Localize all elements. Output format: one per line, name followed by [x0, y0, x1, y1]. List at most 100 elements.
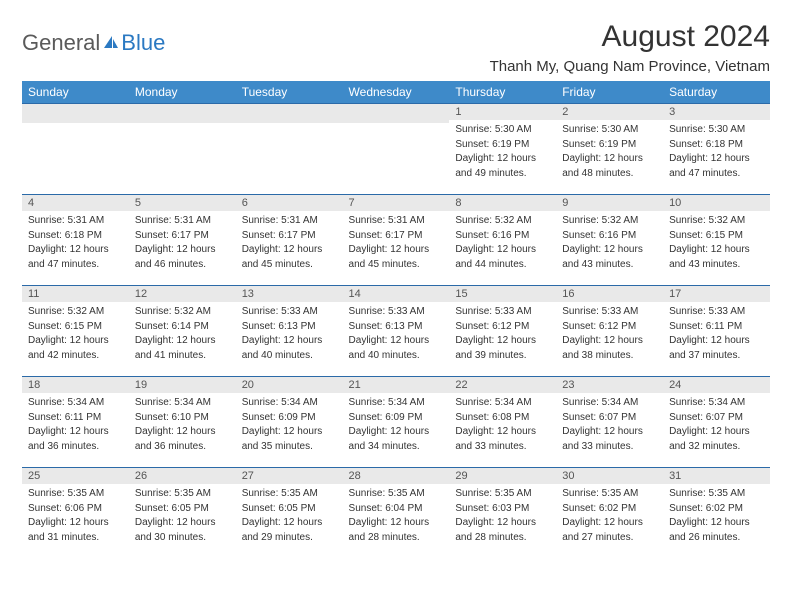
calendar-day-cell: 26Sunrise: 5:35 AMSunset: 6:05 PMDayligh…	[129, 468, 236, 559]
calendar-week-row: 4Sunrise: 5:31 AMSunset: 6:18 PMDaylight…	[22, 195, 770, 286]
day-number: 5	[129, 195, 236, 211]
calendar-day-cell: 24Sunrise: 5:34 AMSunset: 6:07 PMDayligh…	[663, 377, 770, 468]
day-number: 1	[449, 104, 556, 120]
calendar-day-cell	[22, 104, 129, 195]
day-details: Sunrise: 5:31 AMSunset: 6:17 PMDaylight:…	[343, 211, 450, 276]
day-details: Sunrise: 5:35 AMSunset: 6:05 PMDaylight:…	[129, 484, 236, 549]
day-number: 19	[129, 377, 236, 393]
day-number	[129, 104, 236, 123]
calendar-day-cell	[236, 104, 343, 195]
day-details: Sunrise: 5:34 AMSunset: 6:09 PMDaylight:…	[343, 393, 450, 458]
day-number	[236, 104, 343, 123]
calendar-week-row: 18Sunrise: 5:34 AMSunset: 6:11 PMDayligh…	[22, 377, 770, 468]
calendar-day-cell: 4Sunrise: 5:31 AMSunset: 6:18 PMDaylight…	[22, 195, 129, 286]
day-number	[22, 104, 129, 123]
weekday-header: Thursday	[449, 81, 556, 104]
day-details: Sunrise: 5:35 AMSunset: 6:03 PMDaylight:…	[449, 484, 556, 549]
day-number: 13	[236, 286, 343, 302]
day-details: Sunrise: 5:34 AMSunset: 6:07 PMDaylight:…	[663, 393, 770, 458]
calendar-day-cell: 31Sunrise: 5:35 AMSunset: 6:02 PMDayligh…	[663, 468, 770, 559]
day-number: 8	[449, 195, 556, 211]
day-details: Sunrise: 5:34 AMSunset: 6:11 PMDaylight:…	[22, 393, 129, 458]
day-number: 20	[236, 377, 343, 393]
calendar-day-cell: 5Sunrise: 5:31 AMSunset: 6:17 PMDaylight…	[129, 195, 236, 286]
day-details: Sunrise: 5:35 AMSunset: 6:06 PMDaylight:…	[22, 484, 129, 549]
day-number: 11	[22, 286, 129, 302]
day-details: Sunrise: 5:34 AMSunset: 6:08 PMDaylight:…	[449, 393, 556, 458]
calendar-day-cell: 27Sunrise: 5:35 AMSunset: 6:05 PMDayligh…	[236, 468, 343, 559]
day-number: 22	[449, 377, 556, 393]
day-details: Sunrise: 5:35 AMSunset: 6:02 PMDaylight:…	[556, 484, 663, 549]
day-details: Sunrise: 5:33 AMSunset: 6:13 PMDaylight:…	[343, 302, 450, 367]
day-details: Sunrise: 5:35 AMSunset: 6:04 PMDaylight:…	[343, 484, 450, 549]
calendar-day-cell: 28Sunrise: 5:35 AMSunset: 6:04 PMDayligh…	[343, 468, 450, 559]
weekday-header: Sunday	[22, 81, 129, 104]
day-number: 16	[556, 286, 663, 302]
day-number: 23	[556, 377, 663, 393]
day-number: 6	[236, 195, 343, 211]
day-details: Sunrise: 5:35 AMSunset: 6:02 PMDaylight:…	[663, 484, 770, 549]
logo-text-general: General	[22, 30, 100, 56]
weekday-header-row: SundayMondayTuesdayWednesdayThursdayFrid…	[22, 81, 770, 104]
calendar-day-cell	[343, 104, 450, 195]
calendar-day-cell: 13Sunrise: 5:33 AMSunset: 6:13 PMDayligh…	[236, 286, 343, 377]
calendar-day-cell: 17Sunrise: 5:33 AMSunset: 6:11 PMDayligh…	[663, 286, 770, 377]
calendar-day-cell: 12Sunrise: 5:32 AMSunset: 6:14 PMDayligh…	[129, 286, 236, 377]
day-number: 17	[663, 286, 770, 302]
calendar-day-cell: 2Sunrise: 5:30 AMSunset: 6:19 PMDaylight…	[556, 104, 663, 195]
day-details: Sunrise: 5:33 AMSunset: 6:11 PMDaylight:…	[663, 302, 770, 367]
calendar-day-cell	[129, 104, 236, 195]
calendar-day-cell: 18Sunrise: 5:34 AMSunset: 6:11 PMDayligh…	[22, 377, 129, 468]
day-details: Sunrise: 5:30 AMSunset: 6:19 PMDaylight:…	[556, 120, 663, 185]
day-number: 29	[449, 468, 556, 484]
day-number	[343, 104, 450, 123]
calendar-day-cell: 10Sunrise: 5:32 AMSunset: 6:15 PMDayligh…	[663, 195, 770, 286]
calendar-day-cell: 20Sunrise: 5:34 AMSunset: 6:09 PMDayligh…	[236, 377, 343, 468]
day-details: Sunrise: 5:31 AMSunset: 6:17 PMDaylight:…	[129, 211, 236, 276]
day-details: Sunrise: 5:32 AMSunset: 6:15 PMDaylight:…	[22, 302, 129, 367]
day-details: Sunrise: 5:32 AMSunset: 6:16 PMDaylight:…	[556, 211, 663, 276]
weekday-header: Friday	[556, 81, 663, 104]
day-details: Sunrise: 5:34 AMSunset: 6:07 PMDaylight:…	[556, 393, 663, 458]
weekday-header: Monday	[129, 81, 236, 104]
location: Thanh My, Quang Nam Province, Vietnam	[490, 58, 770, 75]
day-number: 12	[129, 286, 236, 302]
weekday-header: Wednesday	[343, 81, 450, 104]
day-number: 14	[343, 286, 450, 302]
day-details: Sunrise: 5:32 AMSunset: 6:16 PMDaylight:…	[449, 211, 556, 276]
calendar-day-cell: 1Sunrise: 5:30 AMSunset: 6:19 PMDaylight…	[449, 104, 556, 195]
day-details: Sunrise: 5:33 AMSunset: 6:12 PMDaylight:…	[556, 302, 663, 367]
logo-text-blue: Blue	[121, 30, 165, 56]
weekday-header: Tuesday	[236, 81, 343, 104]
day-details: Sunrise: 5:34 AMSunset: 6:09 PMDaylight:…	[236, 393, 343, 458]
day-number: 28	[343, 468, 450, 484]
day-number: 4	[22, 195, 129, 211]
calendar-day-cell: 11Sunrise: 5:32 AMSunset: 6:15 PMDayligh…	[22, 286, 129, 377]
calendar-day-cell: 16Sunrise: 5:33 AMSunset: 6:12 PMDayligh…	[556, 286, 663, 377]
calendar-day-cell: 15Sunrise: 5:33 AMSunset: 6:12 PMDayligh…	[449, 286, 556, 377]
calendar-day-cell: 21Sunrise: 5:34 AMSunset: 6:09 PMDayligh…	[343, 377, 450, 468]
header: General Blue August 2024 Thanh My, Quang…	[22, 20, 770, 75]
day-number: 21	[343, 377, 450, 393]
day-number: 9	[556, 195, 663, 211]
day-number: 3	[663, 104, 770, 120]
day-details: Sunrise: 5:33 AMSunset: 6:13 PMDaylight:…	[236, 302, 343, 367]
calendar-table: SundayMondayTuesdayWednesdayThursdayFrid…	[22, 81, 770, 558]
day-number: 30	[556, 468, 663, 484]
day-number: 15	[449, 286, 556, 302]
calendar-day-cell: 25Sunrise: 5:35 AMSunset: 6:06 PMDayligh…	[22, 468, 129, 559]
calendar-day-cell: 19Sunrise: 5:34 AMSunset: 6:10 PMDayligh…	[129, 377, 236, 468]
day-details: Sunrise: 5:30 AMSunset: 6:19 PMDaylight:…	[449, 120, 556, 185]
calendar-day-cell: 6Sunrise: 5:31 AMSunset: 6:17 PMDaylight…	[236, 195, 343, 286]
calendar-week-row: 11Sunrise: 5:32 AMSunset: 6:15 PMDayligh…	[22, 286, 770, 377]
day-number: 18	[22, 377, 129, 393]
month-title: August 2024	[490, 20, 770, 54]
calendar-day-cell: 7Sunrise: 5:31 AMSunset: 6:17 PMDaylight…	[343, 195, 450, 286]
calendar-day-cell: 29Sunrise: 5:35 AMSunset: 6:03 PMDayligh…	[449, 468, 556, 559]
calendar-day-cell: 22Sunrise: 5:34 AMSunset: 6:08 PMDayligh…	[449, 377, 556, 468]
day-details: Sunrise: 5:35 AMSunset: 6:05 PMDaylight:…	[236, 484, 343, 549]
calendar-day-cell: 3Sunrise: 5:30 AMSunset: 6:18 PMDaylight…	[663, 104, 770, 195]
logo: General Blue	[22, 30, 165, 56]
day-number: 2	[556, 104, 663, 120]
day-number: 10	[663, 195, 770, 211]
